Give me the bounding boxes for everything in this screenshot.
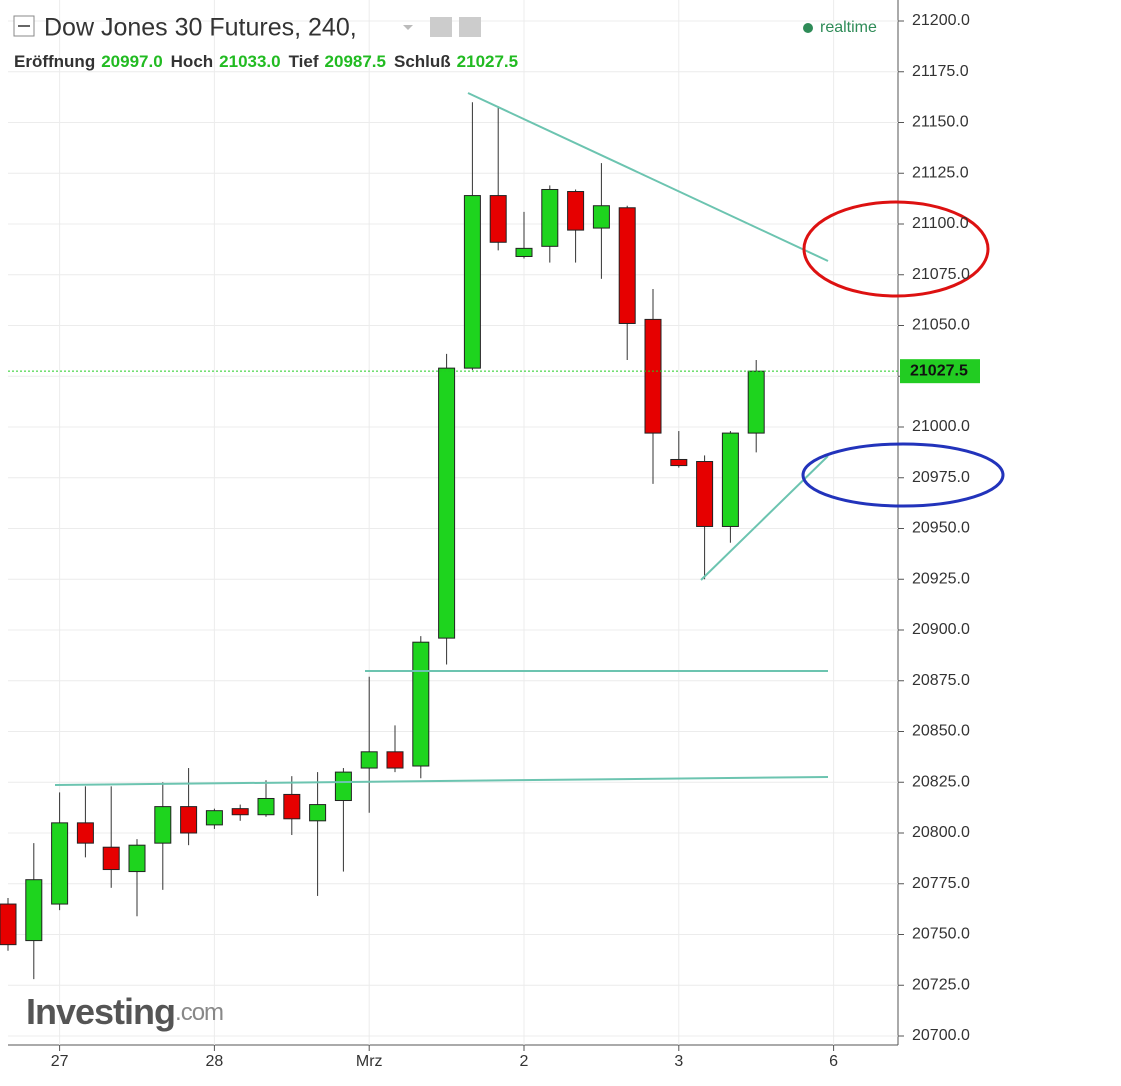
chart-title: Dow Jones 30 Futures, 240, [44,14,357,42]
y-tick-label: 21000.0 [912,418,970,435]
y-tick-label: 21125.0 [912,164,969,181]
x-tick-label: Mrz [356,1053,383,1070]
candle-body [128,844,146,873]
last-price-box [900,359,980,384]
candle-body [76,822,94,844]
y-tick-label: 20975.0 [912,469,970,486]
y-tick-label: 21200.0 [912,12,970,29]
candle-body [257,797,275,816]
x-tick-label: 6 [829,1053,838,1070]
trend-line [467,92,829,262]
header-value: 20987.5 [325,52,386,71]
candle-body [541,188,559,247]
candle-body [309,804,327,822]
candle-body [489,195,507,243]
y-tick-label: 21075.0 [912,266,970,283]
y-tick-label: 20825.0 [912,773,970,790]
candle-body [386,751,404,769]
y-tick-label: 21100.0 [912,215,969,232]
x-tick-label: 27 [51,1053,69,1070]
candle-body [438,367,456,639]
y-tick-label: 21150.0 [912,114,969,131]
candle-body [360,751,378,769]
candle-body [618,207,636,324]
status-dot [803,23,813,33]
dropdown-icon[interactable] [403,25,413,30]
y-tick-label: 20925.0 [912,570,970,587]
candle-body [102,846,120,871]
logo-text: Investing [26,991,175,1032]
y-tick-label: 20950.0 [912,520,970,537]
candle-body [567,191,585,231]
x-tick-label: 28 [206,1053,224,1070]
candle-body [154,806,172,844]
trend-line [54,776,829,786]
y-tick-label: 20725.0 [912,976,970,993]
candle-body [515,247,533,257]
trend-line [700,455,829,581]
highlight-ellipse [801,442,1005,508]
ohlc-header: Eröffnung 20997.0 Hoch 21033.0 Tief 20987.5 Sc… [14,52,518,71]
candle-body [180,806,198,834]
header-label: Tief [289,52,319,71]
y-tick-label: 20750.0 [912,926,970,943]
last-price-label: 21027.5 [910,362,968,379]
candle-body [747,370,765,434]
y-tick-label: 21175.0 [912,63,969,80]
y-tick-label: 20850.0 [912,723,970,740]
candle-body [463,195,481,369]
y-tick-label: 20900.0 [912,621,970,638]
candle-body [644,318,662,434]
x-tick-label: 2 [520,1053,529,1070]
highlight-ellipse [802,200,990,298]
settings-icon[interactable] [459,17,481,37]
candle-body [25,879,43,942]
drawings [54,92,829,786]
y-tick-label: 20775.0 [912,875,970,892]
logo: Investing.com [26,991,223,1032]
y-tick-label: 20700.0 [912,1027,970,1044]
candle-body [205,810,223,826]
header-value: 20997.0 [101,52,162,71]
candle-body [696,461,714,527]
y-tick-label: 20875.0 [912,672,970,689]
header-label: Eröffnung [14,52,95,71]
eye-icon[interactable] [430,17,452,37]
candle-body [51,822,69,905]
status: realtime [820,19,877,36]
x-tick-label: 3 [674,1053,683,1070]
candles [0,102,765,980]
logo-suffix: .com [175,999,223,1026]
header-value: 21027.5 [457,52,518,71]
candle-body [412,641,430,767]
candle-body [721,432,739,527]
y-tick-label: 20800.0 [912,824,970,841]
y-tick-label: 21050.0 [912,317,970,334]
candle-body [670,458,688,467]
candle-body [283,793,301,820]
header-label: Schluß [394,52,451,71]
candle-body [334,771,352,802]
candle-body [592,205,610,229]
header-value: 21033.0 [219,52,280,71]
candle-body [0,903,17,946]
candle-body [231,808,249,816]
header-label: Hoch [171,52,214,71]
